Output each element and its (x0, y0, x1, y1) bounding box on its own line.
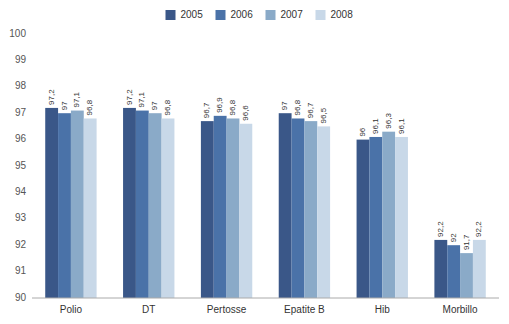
y-tick-label: 97 (15, 107, 27, 118)
bar (84, 118, 97, 298)
data-label: 96,8 (293, 99, 302, 115)
legend-label: 2006 (231, 9, 254, 20)
data-label: 96,3 (384, 113, 393, 129)
data-label: 96,9 (215, 97, 224, 113)
legend-swatch (166, 10, 176, 20)
bar (239, 124, 252, 298)
bar (447, 245, 460, 298)
bar (434, 240, 447, 298)
y-tick-label: 98 (15, 80, 27, 91)
bar (136, 111, 149, 298)
x-tick-label: DT (142, 304, 155, 315)
bar (395, 137, 408, 298)
bar (382, 132, 395, 298)
bar (304, 121, 317, 298)
legend: 2005 2006 2007 2008 (166, 9, 354, 20)
x-tick-label: Pertosse (207, 304, 247, 315)
data-label: 96,5 (319, 107, 328, 123)
bar (58, 113, 71, 298)
bar (162, 118, 175, 298)
bar (214, 116, 227, 298)
x-tick-label: Epatite B (284, 304, 325, 315)
data-label: 97,1 (137, 91, 146, 107)
legend-swatch (316, 10, 326, 20)
x-tick-label: Polio (60, 304, 83, 315)
y-tick-label: 92 (15, 239, 27, 250)
x-tick-label: Morbillo (443, 304, 478, 315)
bar (227, 118, 240, 298)
data-label: 91,7 (462, 234, 471, 250)
data-label: 97 (60, 101, 69, 110)
y-tick-label: 95 (15, 160, 27, 171)
data-label: 96,7 (202, 102, 211, 118)
bar (45, 108, 58, 298)
chart-container: 90 91 92 93 94 95 96 97 98 99 100 97,2 97,2 96,7 97 96 9… (0, 0, 509, 324)
data-labels: 97,297,296,7979692,29797,196,996,896,192… (47, 89, 484, 250)
bar (123, 108, 136, 298)
data-label: 97,2 (125, 89, 134, 105)
y-tick-label: 90 (15, 292, 27, 303)
data-label: 96 (358, 127, 367, 136)
y-tick-label: 91 (15, 265, 27, 276)
bar (369, 137, 382, 298)
x-axis-line (32, 298, 499, 299)
bar (357, 140, 370, 298)
bar (71, 111, 84, 298)
legend-label: 2005 (181, 9, 204, 20)
bar (473, 240, 486, 298)
bar (279, 113, 292, 298)
legend-label: 2007 (281, 9, 304, 20)
data-label: 97 (150, 101, 159, 110)
legend-swatch (216, 10, 226, 20)
bar (292, 118, 305, 298)
data-label: 92,2 (436, 221, 445, 237)
chart: 90 91 92 93 94 95 96 97 98 99 100 97,2 97,2 96,7 97 96 9… (0, 0, 509, 324)
y-tick-label: 99 (15, 54, 27, 65)
y-tick-label: 93 (15, 212, 27, 223)
data-label: 96,1 (371, 118, 380, 134)
data-label: 96,8 (85, 99, 94, 115)
y-tick-label: 96 (15, 133, 27, 144)
data-label: 96,8 (228, 99, 237, 115)
data-label: 97 (280, 101, 289, 110)
data-label: 97,1 (72, 91, 81, 107)
bars (45, 108, 486, 298)
legend-swatch (266, 10, 276, 20)
legend-label: 2008 (331, 9, 354, 20)
x-tick-label: Hib (375, 304, 390, 315)
data-label: 96,8 (163, 99, 172, 115)
data-label: 96,6 (241, 105, 250, 121)
data-label: 96,1 (397, 118, 406, 134)
y-tick-label: 100 (9, 28, 26, 39)
data-label: 92,2 (474, 221, 483, 237)
bar (317, 126, 330, 298)
y-tick-label: 94 (15, 186, 27, 197)
data-label: 97,2 (47, 89, 56, 105)
bar (149, 113, 162, 298)
data-label: 92 (449, 233, 458, 242)
data-label: 96,7 (306, 102, 315, 118)
bar (201, 121, 214, 298)
bar (460, 253, 473, 298)
